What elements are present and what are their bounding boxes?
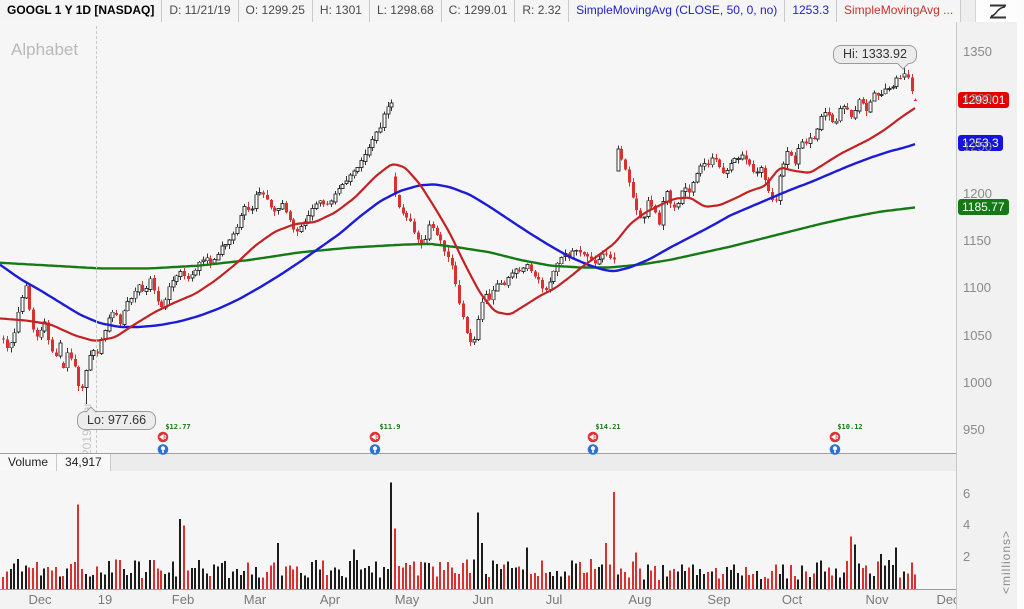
price-tick-label: 1100: [963, 280, 991, 296]
month-label: Feb: [171, 592, 195, 607]
high-readout: H: 1301: [312, 0, 370, 22]
period-high-tooltip: Hi: 1333.92: [833, 45, 917, 64]
date-readout: D: 11/21/19: [162, 0, 239, 22]
price-tick-label: 1250: [963, 138, 992, 154]
sma-fast-indicator-label[interactable]: SimpleMovingAvg ...: [837, 0, 962, 22]
month-label: May: [394, 592, 420, 607]
toolbar-corner: [975, 0, 1024, 22]
volume-pane-label[interactable]: Volume: [0, 454, 58, 472]
month-label: 19: [97, 592, 113, 607]
volume-bars: [2, 482, 917, 589]
range-readout: R: 2.32: [515, 0, 570, 22]
chart-toolbar: GOOGL 1 Y 1D [NASDAQ] D: 11/21/19 O: 129…: [0, 0, 1024, 23]
price-tick-label: 1300: [963, 91, 992, 107]
volume-tick-label: 6: [963, 485, 971, 501]
price-pane[interactable]: [0, 22, 956, 453]
period-low-tooltip: Lo: 977.66: [77, 411, 157, 430]
month-label: Oct: [781, 592, 803, 607]
year-divider-line: [96, 26, 97, 453]
close-readout: C: 1299.01: [441, 0, 516, 22]
sma-fast-line: [0, 107, 916, 342]
earnings-and-announcement-icons[interactable]: [586, 431, 600, 456]
indicator-curve-icon[interactable]: [988, 3, 1010, 20]
earnings-and-announcement-icons[interactable]: [828, 431, 842, 456]
sma50-indicator-label[interactable]: SimpleMovingAvg (CLOSE, 50, 0, no): [569, 0, 786, 22]
event-marker[interactable]: $10.12: [828, 423, 872, 456]
month-label: Dec: [28, 592, 52, 607]
volume-pane-header: Volume 34,917: [0, 453, 956, 473]
open-readout: O: 1299.25: [238, 0, 313, 22]
price-tick-label: 1350: [963, 44, 992, 59]
time-axis[interactable]: Dec 19 Feb Mar Apr May Jun Jul Aug Sep Oct Nov Dec: [0, 589, 960, 609]
month-label: Apr: [319, 592, 341, 607]
month-label: Jul: [545, 592, 563, 607]
sma50-indicator-value: 1253.3: [785, 0, 838, 22]
month-label: Nov: [865, 592, 889, 607]
low-readout: L: 1298.68: [369, 0, 442, 22]
price-tick-label: 1200: [963, 185, 992, 201]
window-right-gutter: [1017, 0, 1024, 609]
month-label: Mar: [243, 592, 267, 607]
eps-label: $12.77: [165, 423, 191, 431]
company-watermark: Alphabet: [11, 40, 79, 59]
volume-pane[interactable]: [0, 471, 956, 589]
earnings-and-announcement-icons[interactable]: [368, 431, 382, 456]
sma50-line: [0, 142, 916, 329]
event-marker[interactable]: $11.9: [368, 423, 412, 456]
eps-label: $14.21: [595, 423, 621, 431]
event-marker[interactable]: $12.77: [156, 423, 200, 456]
earnings-and-announcement-icons[interactable]: [156, 431, 170, 456]
last-price-badge: 1299.01: [958, 92, 1010, 109]
toolbar-spacer: [961, 0, 976, 22]
eps-label: $11.9: [379, 423, 401, 431]
month-label: Sep: [707, 592, 731, 607]
sma200-value-badge: 1185.77: [958, 199, 1009, 216]
price-tick-label: 1150: [963, 233, 991, 248]
volume-tick-label: 4: [963, 517, 971, 533]
price-tick-label: 1000: [963, 374, 992, 390]
month-label: Jun: [472, 592, 494, 607]
candles: [2, 67, 917, 404]
price-tick-label: 1050: [963, 327, 992, 343]
price-tick-label: 950: [963, 422, 985, 437]
sma200-line: [0, 206, 916, 270]
price-axis[interactable]: 1299.01 1253.3 1185.77 <millions> 1350 13…: [956, 22, 1017, 609]
sma50-value-badge: 1253.3: [958, 135, 1003, 152]
month-label: Aug: [628, 592, 652, 607]
volume-unit-label: <millions>: [999, 529, 1013, 594]
volume-value-readout: 34,917: [57, 454, 111, 472]
symbol-readout[interactable]: GOOGL 1 Y 1D [NASDAQ]: [0, 0, 163, 22]
month-label: Dec: [936, 592, 960, 607]
volume-tick-label: 2: [963, 549, 971, 565]
event-marker[interactable]: $14.21: [586, 423, 630, 456]
volume-chart[interactable]: [0, 471, 956, 589]
price-chart[interactable]: [0, 22, 956, 453]
eps-label: $10.12: [837, 423, 863, 431]
